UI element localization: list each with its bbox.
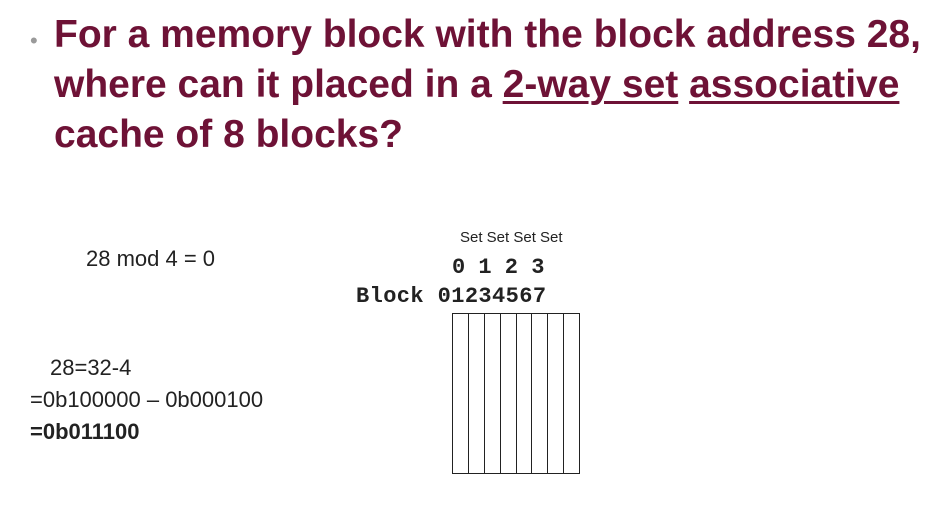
cache-block-1 <box>469 314 485 473</box>
binary-calculation: 28=32-4 =0b100000 – 0b000100 =0b011100 <box>30 352 263 448</box>
set-numbers: 0 1 2 3 <box>452 255 545 280</box>
set-labels: Set Set Set Set <box>460 229 563 246</box>
cache-block-5 <box>532 314 549 473</box>
calc-line-2: =0b100000 – 0b000100 <box>30 387 264 412</box>
question-space <box>678 63 689 106</box>
slide-question: For a memory block with the block addres… <box>54 10 934 160</box>
question-underlined-1: 2-way set <box>502 63 679 106</box>
cache-block-4 <box>517 314 533 473</box>
question-text-1: For a memory block with the block addres… <box>54 13 921 106</box>
cache-block-0 <box>453 314 469 473</box>
calc-line-1: 28=32-4 <box>50 355 132 380</box>
cache-block-7 <box>564 314 579 473</box>
question-underlined-2: associative <box>689 63 900 106</box>
mod-calculation: 28 mod 4 = 0 <box>86 246 216 271</box>
cache-diagram <box>452 313 580 474</box>
cache-block-2 <box>485 314 501 473</box>
question-text-2: cache of 8 blocks? <box>54 113 403 156</box>
bullet: • <box>30 28 38 53</box>
block-index-row: Block 01234567 <box>356 284 547 309</box>
cache-block-3 <box>501 314 517 473</box>
calc-line-3: =0b011100 <box>30 419 140 444</box>
cache-block-6 <box>548 314 565 473</box>
